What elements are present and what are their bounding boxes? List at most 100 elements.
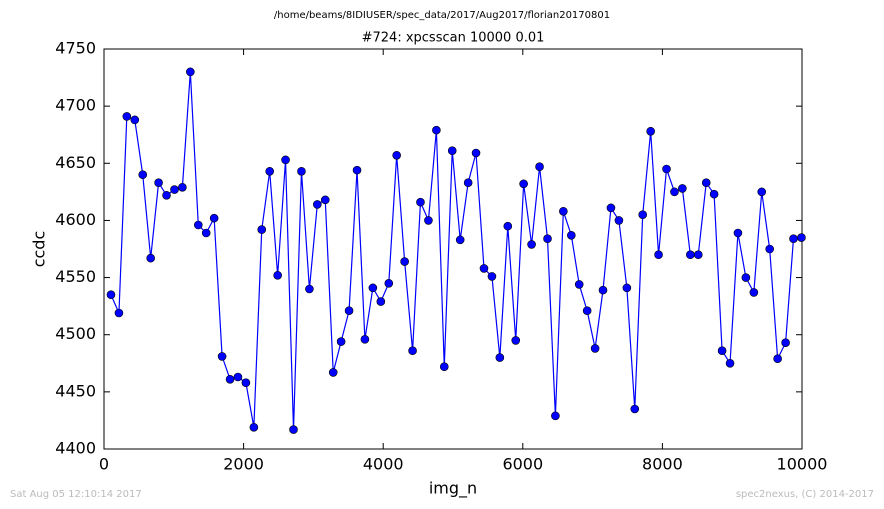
data-point bbox=[344, 306, 354, 316]
data-point bbox=[527, 240, 536, 249]
data-point bbox=[170, 185, 179, 194]
data-point bbox=[400, 257, 409, 266]
data-point bbox=[130, 115, 140, 125]
data-point bbox=[567, 230, 576, 240]
data-point bbox=[797, 233, 806, 242]
data-point bbox=[709, 189, 719, 199]
data-point bbox=[606, 203, 616, 213]
data-point bbox=[154, 178, 163, 188]
data-point bbox=[265, 166, 275, 176]
data-point bbox=[122, 112, 132, 121]
data-point bbox=[614, 216, 624, 225]
data-point bbox=[336, 337, 346, 346]
chart-title: #724: xpcsscan 10000 0.01 bbox=[362, 31, 545, 46]
data-point bbox=[622, 283, 632, 293]
data-point bbox=[789, 234, 798, 244]
data-point bbox=[662, 164, 671, 174]
y-axis-label: ccdc bbox=[30, 231, 49, 268]
data-point bbox=[273, 270, 282, 280]
data-point bbox=[289, 425, 298, 434]
data-point bbox=[519, 179, 528, 189]
data-point bbox=[368, 283, 378, 293]
data-point bbox=[106, 290, 116, 300]
data-point bbox=[328, 368, 338, 377]
x-tick-label: 10000 bbox=[777, 455, 828, 474]
y-tick-label: 4700 bbox=[55, 96, 96, 115]
data-point bbox=[773, 354, 782, 364]
y-tick-label: 4750 bbox=[55, 39, 96, 58]
data-point bbox=[535, 162, 544, 172]
data-point bbox=[574, 280, 584, 289]
data-point bbox=[376, 297, 386, 306]
timestamp: Sat Aug 05 12:10:14 2017 bbox=[10, 489, 142, 500]
data-point bbox=[217, 352, 227, 361]
data-point bbox=[114, 308, 124, 318]
data-point bbox=[686, 250, 695, 260]
data-point bbox=[392, 150, 401, 160]
data-point bbox=[582, 306, 592, 316]
data-point bbox=[138, 170, 148, 180]
y-tick-label: 4600 bbox=[55, 210, 96, 229]
data-point bbox=[233, 372, 243, 382]
data-point bbox=[495, 353, 505, 362]
data-point bbox=[590, 344, 600, 353]
data-point bbox=[725, 358, 735, 368]
data-point bbox=[598, 285, 608, 295]
data-point bbox=[717, 346, 727, 356]
data-point bbox=[408, 346, 417, 356]
data-point bbox=[757, 187, 767, 197]
data-point bbox=[670, 187, 679, 197]
data-point bbox=[559, 206, 568, 216]
data-point bbox=[320, 195, 330, 205]
data-point bbox=[551, 411, 560, 421]
data-point bbox=[654, 250, 663, 260]
data-point bbox=[733, 228, 743, 238]
x-tick-label: 6000 bbox=[502, 455, 543, 474]
data-point bbox=[678, 184, 687, 193]
data-point bbox=[487, 272, 497, 281]
data-point bbox=[511, 336, 521, 345]
data-point bbox=[352, 165, 362, 175]
data-point bbox=[781, 338, 790, 348]
data-point bbox=[741, 273, 751, 282]
data-point bbox=[225, 374, 235, 384]
data-point bbox=[646, 126, 655, 136]
data-point bbox=[701, 178, 711, 188]
data-point bbox=[313, 200, 322, 209]
x-tick-label: 2000 bbox=[223, 455, 264, 474]
data-point bbox=[630, 404, 640, 414]
data-point bbox=[162, 190, 171, 200]
x-axis-label: img_n bbox=[429, 479, 477, 499]
data-point bbox=[693, 250, 703, 260]
x-tick-label: 0 bbox=[99, 455, 109, 474]
data-point bbox=[249, 422, 259, 432]
data-point bbox=[749, 288, 759, 297]
data-point bbox=[439, 362, 449, 372]
data-point bbox=[201, 228, 211, 238]
data-point bbox=[209, 213, 219, 223]
data-point bbox=[424, 216, 433, 225]
data-point bbox=[463, 178, 473, 188]
x-tick-label: 8000 bbox=[642, 455, 683, 474]
data-point bbox=[281, 155, 290, 165]
data-point bbox=[186, 67, 195, 77]
data-point bbox=[241, 378, 251, 388]
data-point bbox=[638, 210, 648, 220]
plot-frame bbox=[103, 48, 803, 450]
y-tick-label: 4400 bbox=[55, 439, 96, 458]
data-point bbox=[416, 197, 425, 207]
data-point bbox=[455, 235, 465, 245]
data-point bbox=[432, 125, 441, 135]
data-point bbox=[503, 221, 513, 231]
data-point bbox=[543, 234, 552, 244]
data-point bbox=[471, 148, 481, 158]
data-line bbox=[110, 71, 802, 430]
y-tick-label: 4450 bbox=[55, 381, 96, 400]
y-tick-label: 4550 bbox=[55, 267, 96, 286]
data-point bbox=[447, 146, 457, 156]
data-point bbox=[384, 278, 394, 288]
file-path: /home/beams/8IDIUSER/spec_data/2017/Aug2… bbox=[274, 10, 610, 21]
